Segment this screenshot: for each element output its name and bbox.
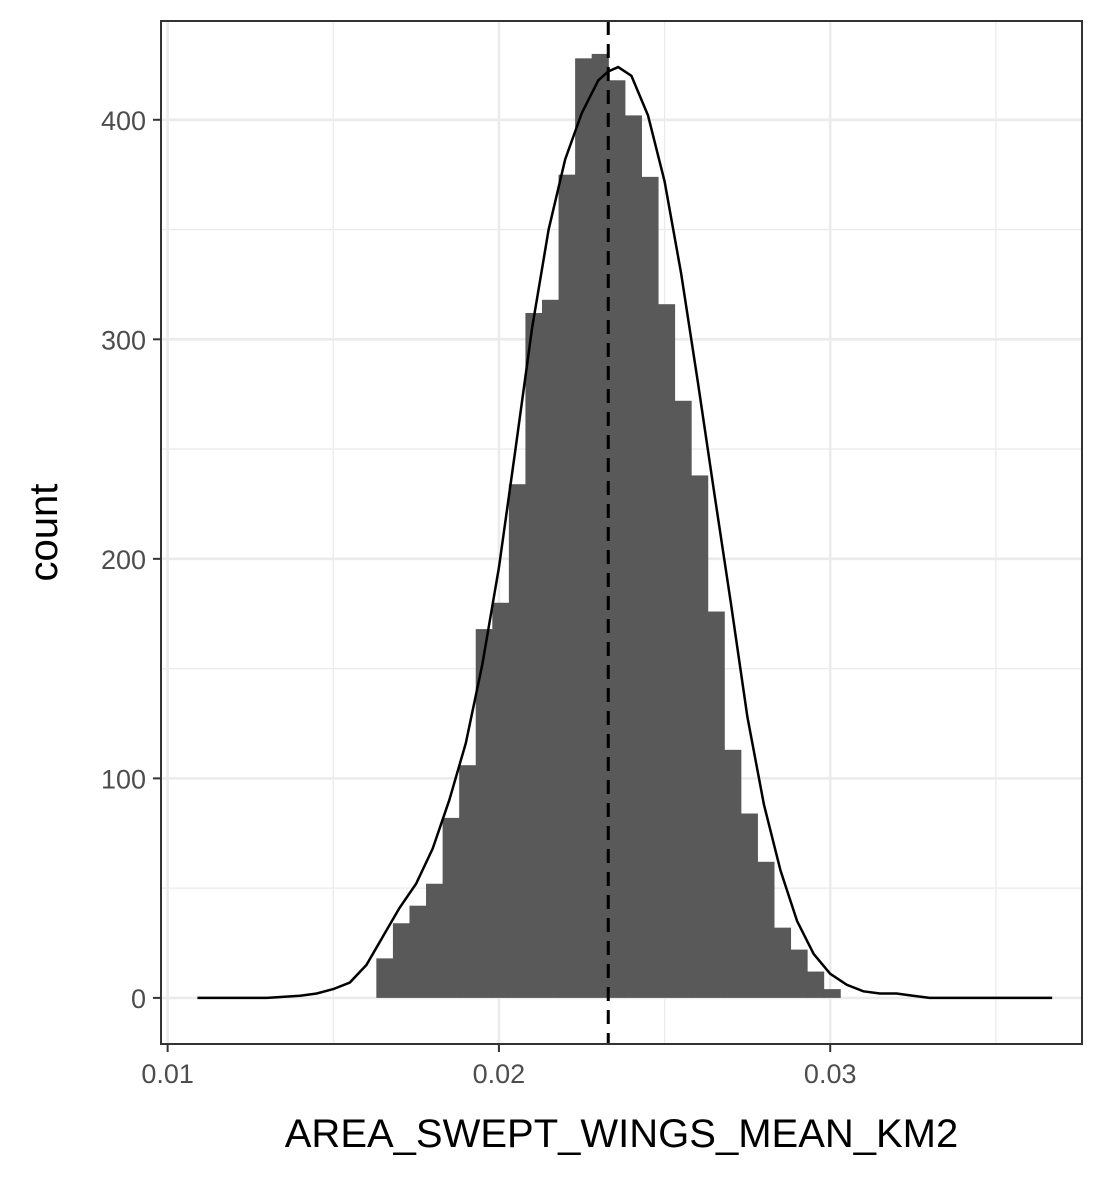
histogram-bar <box>790 949 808 998</box>
histogram-bars <box>376 53 841 998</box>
panel-border <box>160 20 1083 1045</box>
histogram-bar <box>558 174 576 998</box>
histogram-bar <box>674 400 692 998</box>
y-tick-label: 100 <box>101 764 146 794</box>
histogram-bar <box>773 927 792 998</box>
histogram-bar <box>409 905 427 998</box>
x-tick-label: 0.02 <box>473 1059 526 1089</box>
histogram-bar <box>641 176 659 998</box>
y-tick-label: 0 <box>131 984 146 1014</box>
histogram-bar <box>608 80 626 998</box>
histogram-bar <box>575 58 593 998</box>
density-curve <box>197 65 1053 1000</box>
histogram-bar <box>591 53 609 998</box>
histogram-bar <box>426 883 444 998</box>
histogram-bar <box>624 115 642 998</box>
histogram-bar <box>376 958 394 998</box>
y-tick-label: 300 <box>101 325 146 355</box>
histogram-bar <box>740 813 758 998</box>
histogram-bar <box>459 765 477 998</box>
histogram-bar <box>508 484 527 998</box>
histogram-bar <box>707 611 725 998</box>
y-axis-ticks: 0 100 200 300 400 <box>101 106 161 1014</box>
histogram-bar <box>823 989 841 998</box>
y-tick-label: 400 <box>101 106 146 136</box>
y-tick-label: 200 <box>101 545 146 575</box>
x-tick-label: 0.01 <box>141 1059 194 1089</box>
histogram-bar <box>691 475 709 998</box>
histogram-bar <box>475 629 493 998</box>
x-tick-label: 0.03 <box>804 1059 857 1089</box>
histogram-bar <box>392 923 411 998</box>
histogram-bar <box>492 602 510 998</box>
histogram-bar <box>541 299 560 998</box>
histogram-bar <box>807 971 825 998</box>
x-axis-title: AREA_SWEPT_WINGS_MEAN_KM2 <box>285 1112 959 1156</box>
histogram-bar <box>657 304 676 998</box>
histogram-bar <box>757 861 775 998</box>
x-axis-ticks: 0.01 0.02 0.03 <box>141 1044 856 1089</box>
y-axis-title: count <box>22 484 66 582</box>
histogram-bar <box>525 312 543 998</box>
histogram-bar <box>442 817 460 998</box>
histogram-bar <box>724 749 742 998</box>
